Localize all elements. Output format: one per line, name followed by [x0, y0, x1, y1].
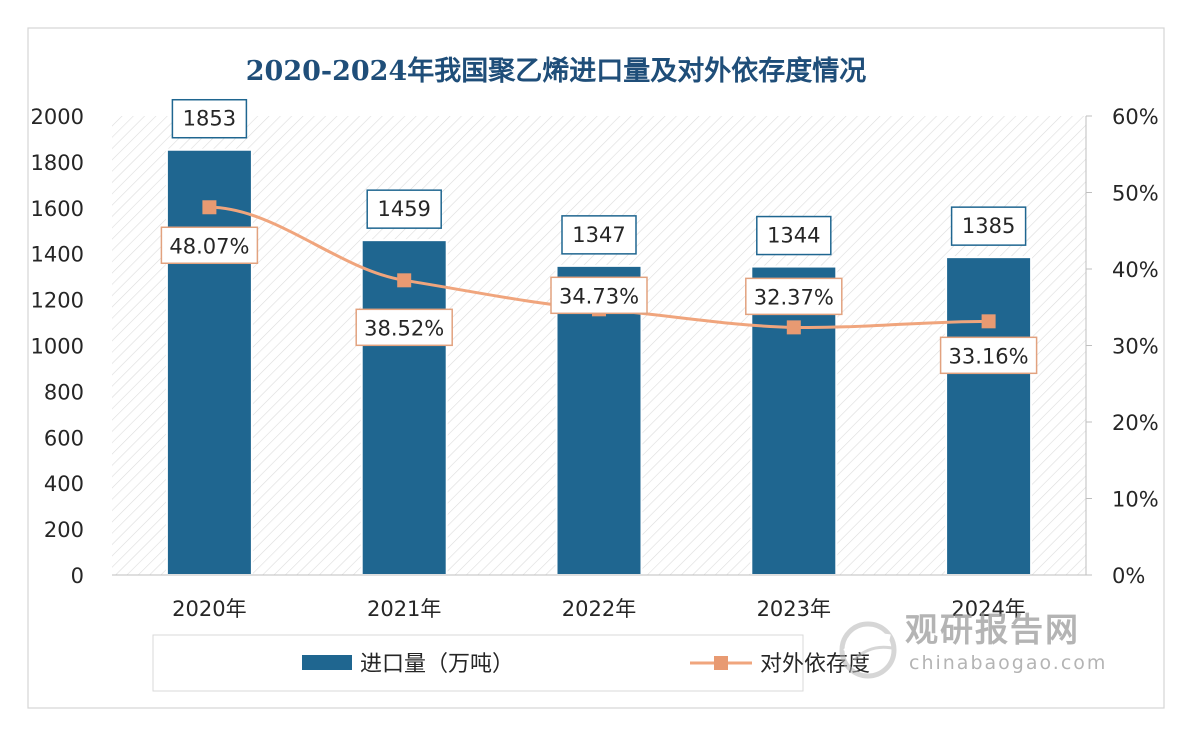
x-tick-label: 2024年 — [951, 597, 1025, 621]
bar — [945, 256, 1033, 576]
bar-value-text: 1344 — [767, 224, 820, 248]
x-tick-label: 2020年 — [172, 597, 246, 621]
line-value-text: 33.16% — [949, 344, 1029, 368]
chart-title: 2020-2024年我国聚乙烯进口量及对外依存度情况 — [246, 55, 867, 87]
bar-value-box — [561, 215, 637, 255]
watermark-name-cn: 观研报告网 — [905, 610, 1080, 649]
line-value-box — [160, 226, 259, 265]
y-right-tick-label: 20% — [1112, 411, 1159, 435]
legend-bar-label: 进口量（万吨） — [360, 652, 514, 677]
y-left-tick-label: 1600 — [31, 197, 84, 221]
line-marker — [202, 200, 217, 215]
line-marker — [981, 314, 996, 329]
bar-value-text: 1459 — [377, 197, 430, 221]
y-left-tick-label: 1200 — [31, 289, 84, 313]
bar-value-label: 1385 — [950, 206, 1027, 246]
line-value-label: 48.07% — [160, 226, 259, 265]
line-value-box — [355, 308, 453, 347]
x-axis: 2020年 2021年 2022年 2023年 2024年 — [112, 574, 1086, 621]
watermark: 观研报告网 chinabaogao.com — [905, 610, 1175, 676]
line-value-label: 33.16% — [939, 336, 1038, 375]
y-axis-right: 0% 10% 20% 30% 40% 50% 60% — [1085, 105, 1159, 588]
line-value-label: 38.52% — [355, 308, 453, 347]
y-left-tick-label: 600 — [44, 426, 84, 450]
line-value-box — [939, 336, 1038, 375]
line-value-label: 32.37% — [745, 277, 843, 316]
y-right-tick-label: 60% — [1112, 105, 1159, 129]
bar-value-label: 1853 — [171, 98, 248, 139]
line-marker — [786, 320, 801, 335]
y-right-tick-label: 50% — [1112, 182, 1159, 206]
bar — [165, 148, 253, 576]
line-value-text: 48.07% — [169, 234, 249, 258]
bar-value-text: 1853 — [183, 107, 236, 131]
legend-line-marker — [714, 656, 728, 670]
y-axis-left: 0 200 400 600 800 1000 1200 1400 1600 1800 2000 — [31, 105, 84, 588]
y-left-tick-label: 1800 — [31, 151, 84, 175]
y-left-tick-label: 1400 — [31, 243, 84, 267]
bar-value-box — [950, 206, 1027, 246]
y-right-tick-label: 10% — [1112, 488, 1159, 512]
bar-value-label: 1344 — [756, 215, 832, 256]
bar-value-text: 1385 — [962, 214, 1015, 238]
y-left-tick-label: 400 — [44, 472, 84, 496]
y-right-tick-label: 0% — [1112, 564, 1145, 588]
bar — [750, 265, 838, 576]
line-data-labels: 48.07% 38.52% 34.73% 32.37% 33.16% — [160, 226, 1038, 375]
bar — [555, 264, 643, 576]
line-value-box — [550, 276, 648, 315]
bar-value-label: 1347 — [561, 215, 637, 255]
bar — [360, 239, 448, 577]
line-value-box — [745, 277, 843, 316]
bar-value-text: 1347 — [572, 223, 625, 247]
bar-value-box — [366, 189, 442, 229]
watermark-logo-icon — [839, 621, 897, 679]
bar-series — [165, 148, 1033, 577]
bar-value-box — [756, 215, 832, 256]
y-left-tick-label: 200 — [44, 518, 84, 542]
x-tick-label: 2022年 — [562, 597, 636, 621]
line-value-text: 38.52% — [364, 316, 444, 340]
legend-bar-swatch — [302, 655, 352, 670]
watermark-name-en: chinabaogao.com — [909, 652, 1108, 674]
line-value-label: 34.73% — [550, 276, 648, 315]
line-marker — [397, 273, 412, 288]
y-right-tick-label: 40% — [1112, 258, 1159, 282]
bar-value-label: 1459 — [366, 189, 442, 229]
line-value-text: 32.37% — [754, 285, 834, 309]
x-tick-label: 2021年 — [367, 597, 441, 621]
y-right-tick-label: 30% — [1112, 335, 1159, 359]
line-value-text: 34.73% — [559, 284, 639, 308]
bar-value-box — [171, 98, 248, 139]
y-left-tick-label: 2000 — [31, 105, 84, 129]
bar-data-labels: 1853 1459 1347 1344 1385 — [171, 98, 1027, 256]
y-left-tick-label: 800 — [44, 380, 84, 404]
x-tick-label: 2023年 — [757, 597, 831, 621]
y-left-tick-label: 1000 — [31, 335, 84, 359]
y-left-tick-label: 0 — [71, 564, 84, 588]
